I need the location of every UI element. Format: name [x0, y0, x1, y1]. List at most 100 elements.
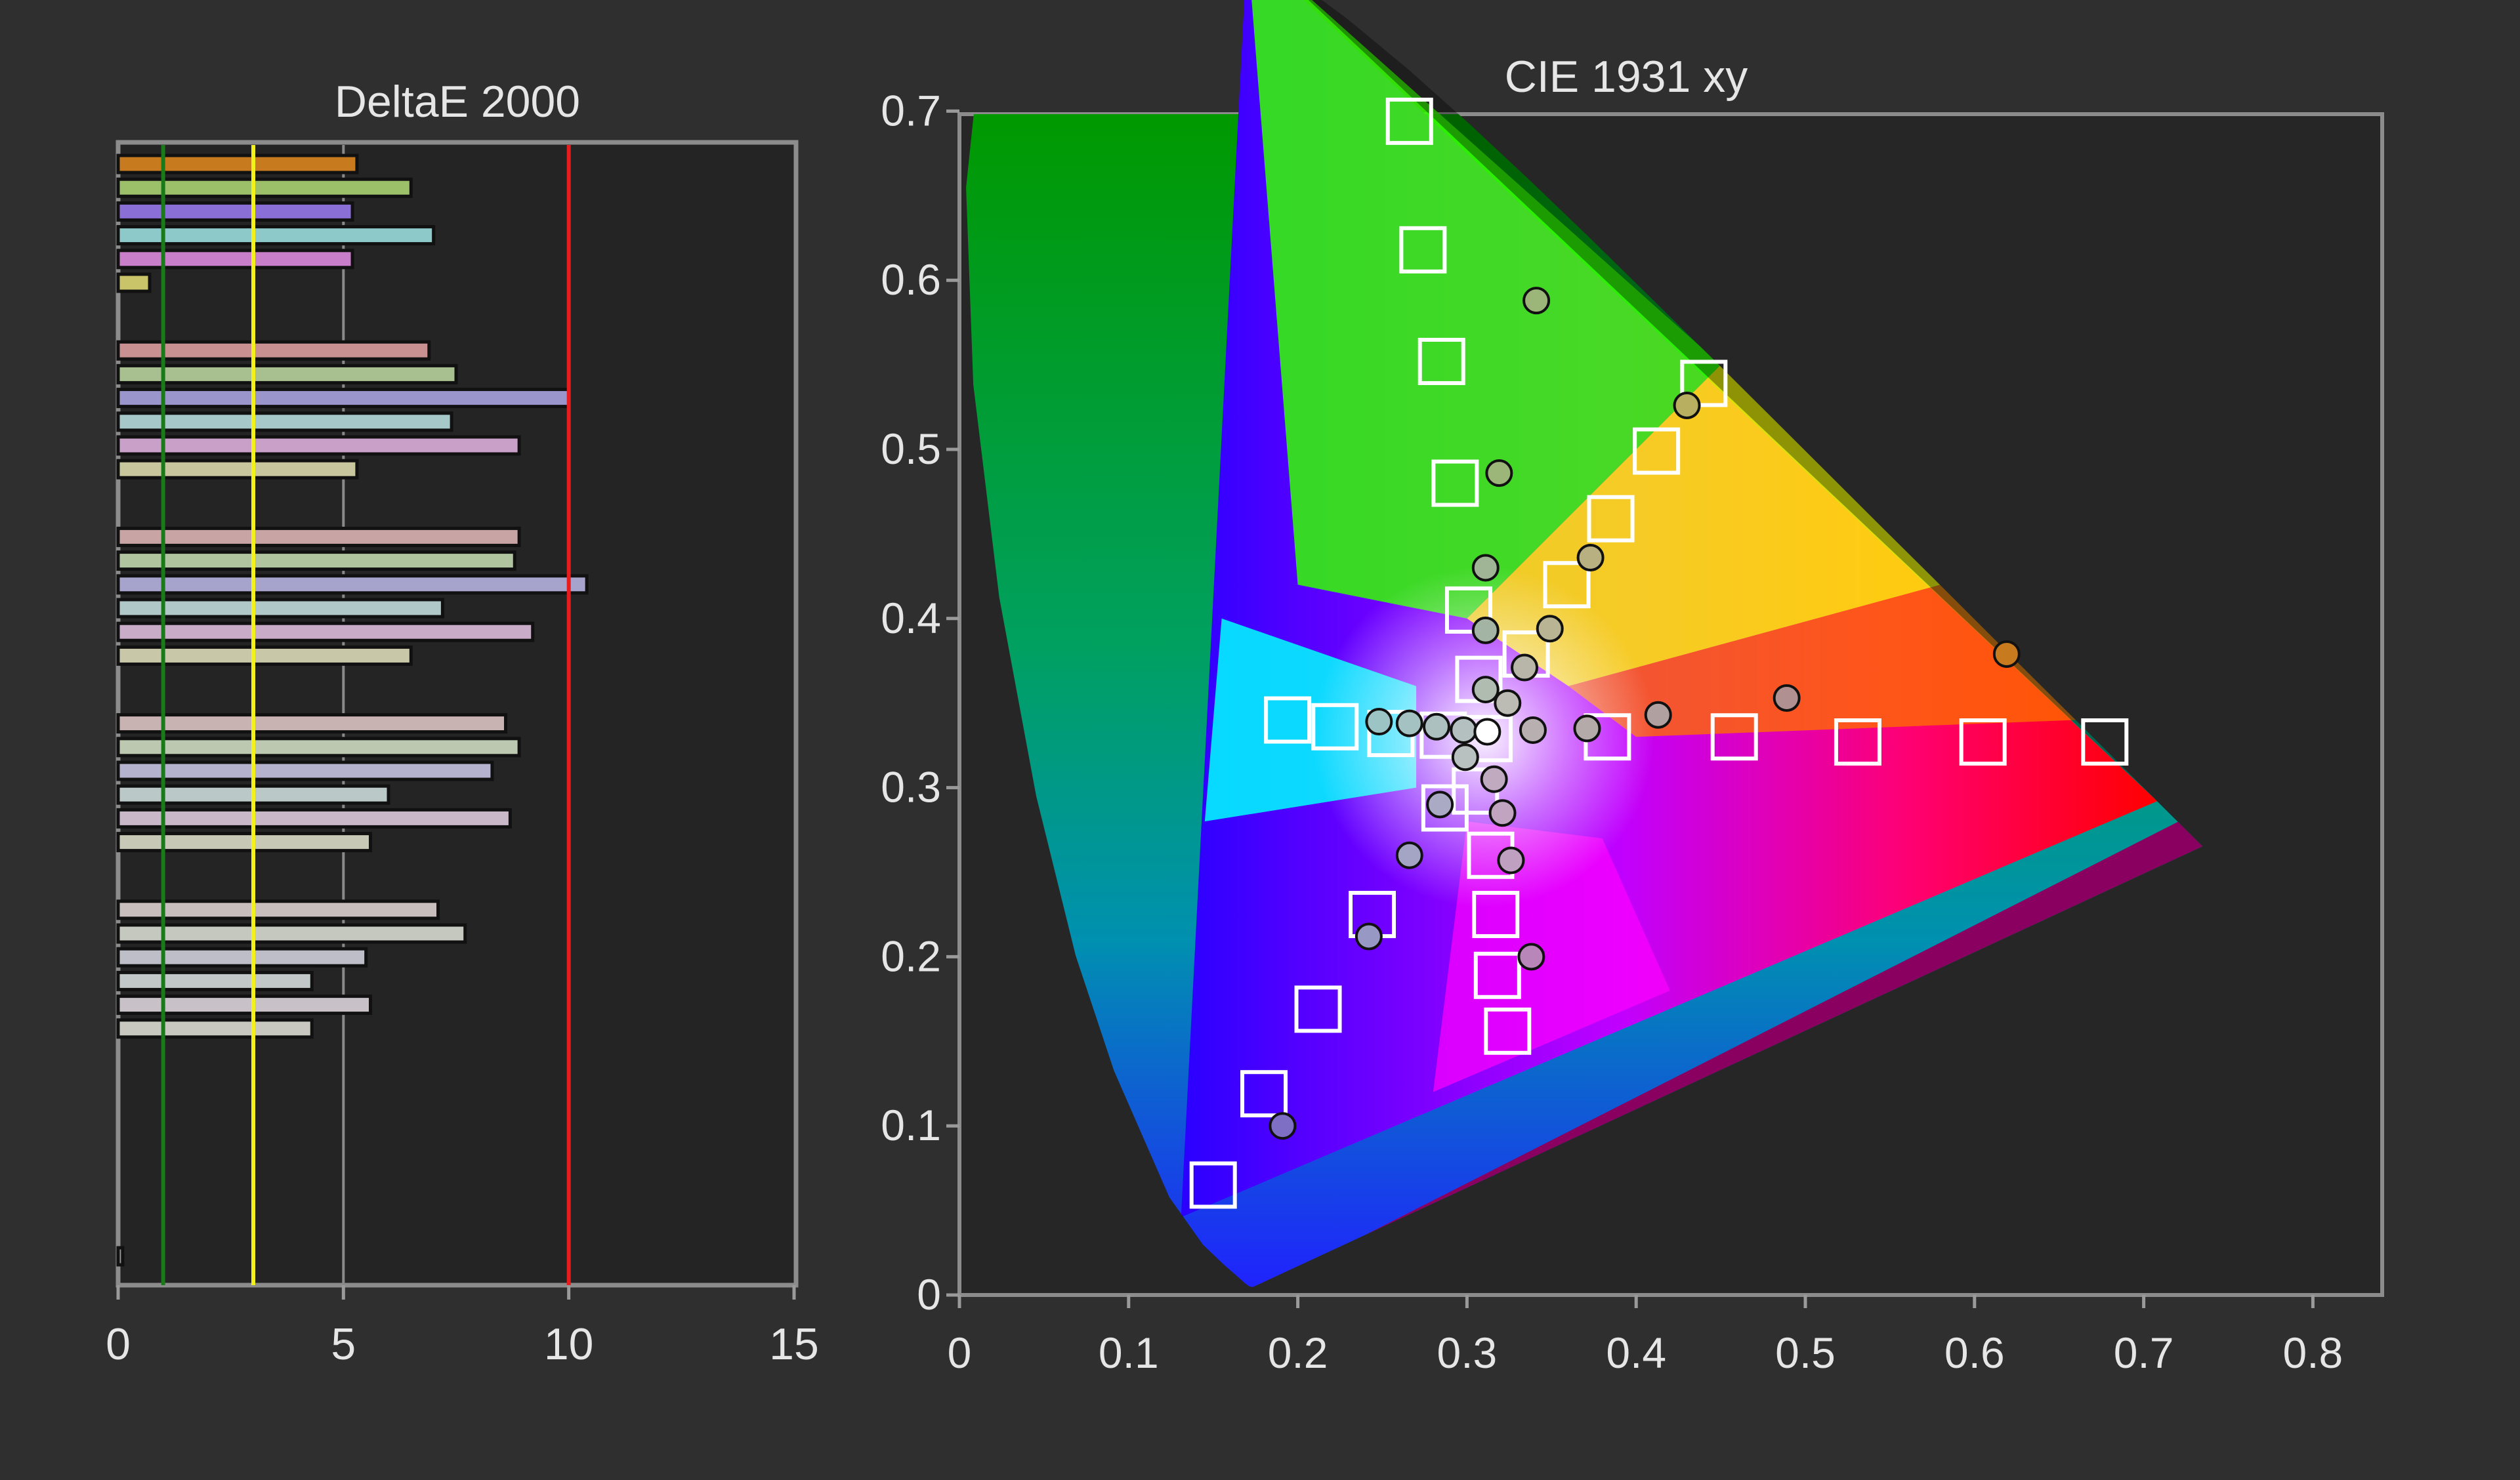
measured-point [1517, 943, 1545, 971]
target-square [1294, 985, 1342, 1033]
measured-point [1365, 708, 1393, 736]
cie-x-tick-label: 0.1 [1099, 1328, 1159, 1377]
target-square [1385, 97, 1433, 145]
target-square [1959, 718, 2007, 766]
cie-x-tick-label: 0.2 [1268, 1328, 1328, 1377]
target-square [1473, 951, 1521, 999]
measured-point [1511, 653, 1539, 682]
measured-point [1536, 615, 1564, 643]
target-square [1189, 1161, 1237, 1209]
deltae-bar-g4-5 [116, 808, 512, 829]
cie-y-tick-label: 0.6 [881, 255, 941, 304]
target-square [1264, 696, 1312, 744]
cie-x-tick-label: 0.6 [1944, 1328, 2005, 1377]
cie-chart: CIE 1931 xy 0 0.1 0.2 0.3 0.4 0.5 0.6 0.7 0.8 0 0.… [881, 0, 2384, 1377]
target-square [1633, 427, 1681, 475]
cie-y-tick-label: 0 [917, 1270, 941, 1319]
measured-point [1494, 689, 1522, 717]
target-square [1240, 1070, 1288, 1118]
deltae-bar-g1-3 [116, 201, 354, 222]
cie-title: CIE 1931 xy [1505, 52, 1748, 102]
measured-point [1522, 287, 1551, 315]
deltae-bar-g5-1 [116, 899, 440, 920]
cie-y-tick-label: 0.3 [881, 763, 941, 812]
target-square [1472, 890, 1520, 938]
target-square [2081, 718, 2129, 766]
measured-point [1485, 459, 1513, 487]
measured-point [1471, 616, 1500, 644]
deltae-bar-g1-5 [116, 249, 354, 270]
deltae-reference-lines [161, 145, 571, 1285]
target-square [1587, 495, 1635, 543]
deltae-bar-g4-3 [116, 760, 494, 781]
cie-x-tick-label: 0.8 [2283, 1328, 2343, 1377]
measured-point [1673, 391, 1701, 419]
deltae-bar-g3-1 [116, 526, 521, 547]
measured-point [1451, 743, 1479, 771]
measured-point [1480, 765, 1508, 793]
deltae-bar-g5-4 [116, 970, 314, 991]
deltae-x-tick-label: 15 [769, 1319, 819, 1369]
deltae-bar-g1-1 [116, 154, 359, 175]
cie-x-tick-label: 0.5 [1775, 1328, 1836, 1377]
gamut-triangle [1181, 0, 2158, 1218]
measured-point [1354, 922, 1383, 951]
measured-point [1573, 714, 1601, 743]
measured-point [1450, 716, 1478, 744]
cie-y-tick-label: 0.1 [881, 1101, 941, 1149]
cie-x-tick-label: 0.3 [1437, 1328, 1498, 1377]
deltae-bar-g3-5 [116, 621, 535, 642]
target-square [1431, 459, 1479, 507]
deltae-bar-g2-6 [116, 459, 359, 480]
deltae-bar-g3-6 [116, 645, 413, 666]
measured-point [1473, 718, 1502, 746]
cie-y-tick-label: 0.2 [881, 932, 941, 980]
deltae-bar-g2-1 [116, 340, 431, 361]
deltae-bar-g5-2 [116, 923, 467, 944]
deltae-bar-g3-4 [116, 598, 444, 619]
deltae-bar-g1-6 [116, 272, 152, 293]
deltae-bars [116, 154, 589, 1267]
measured-point [1426, 791, 1454, 819]
deltae-x-tick-label: 5 [331, 1319, 356, 1369]
deltae-bar-g3-2 [116, 550, 516, 571]
target-square [1834, 718, 1881, 766]
cie-y-tick-label: 0.5 [881, 424, 941, 473]
measured-point [1395, 841, 1423, 869]
deltae-x-axis: 0 5 10 15 [106, 1285, 819, 1369]
measured-point [1576, 543, 1605, 571]
target-square [1444, 586, 1492, 634]
measured-point [1395, 709, 1423, 737]
deltae-bar-g5-3 [116, 947, 368, 968]
cie-x-tick-label: 0.4 [1606, 1328, 1666, 1377]
measured-point [1992, 640, 2021, 668]
deltae-bar-g6-1 [116, 1246, 125, 1267]
deltae-bar-g5-6 [116, 1018, 314, 1039]
deltae-bar-g2-2 [116, 363, 458, 384]
measured-point [1488, 799, 1517, 827]
deltae-bar-g2-4 [116, 411, 453, 432]
measured-point [1471, 554, 1500, 582]
target-square [1710, 713, 1758, 761]
measured-points [1269, 287, 2021, 1140]
deltae-bar-g5-5 [116, 995, 373, 1016]
deltae-bar-g2-3 [116, 388, 571, 409]
deltae-bar-g2-5 [116, 435, 521, 456]
deltae-bar-g4-2 [116, 737, 521, 758]
deltae-bar-g4-6 [116, 832, 373, 853]
deltae-bar-g1-4 [116, 225, 436, 246]
deltae-title: DeltaE 2000 [335, 77, 580, 127]
measured-point [1519, 716, 1547, 744]
target-square [1421, 784, 1469, 832]
target-square [1418, 337, 1465, 385]
deltae-bar-g3-3 [116, 574, 589, 595]
deltae-bar-g4-1 [116, 713, 508, 734]
measured-point [1497, 846, 1525, 874]
cie-y-tick-label: 0.4 [881, 594, 941, 642]
measured-point [1773, 684, 1801, 712]
measured-point [1471, 676, 1500, 704]
target-square [1680, 360, 1728, 407]
cie-y-tick-label: 0.7 [881, 86, 941, 134]
